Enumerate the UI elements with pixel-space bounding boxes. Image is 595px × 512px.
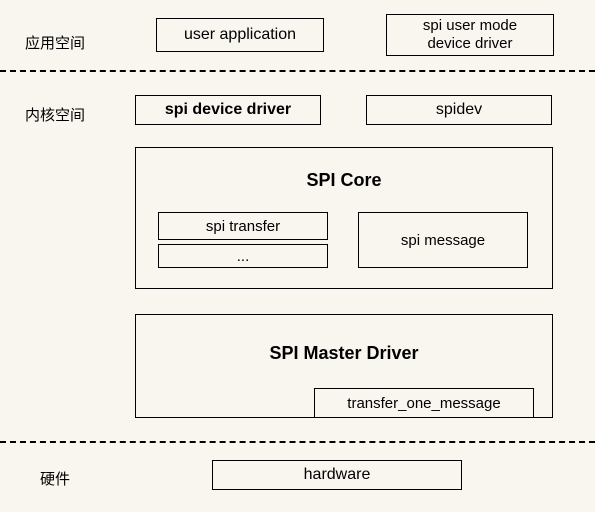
hardware-text: hardware (304, 465, 371, 484)
user-application-text: user application (184, 25, 296, 44)
spi-device-driver-text: spi device driver (165, 100, 291, 119)
spi-transfer-text: spi transfer (206, 218, 280, 235)
spi-core-title-text: SPI Core (306, 170, 381, 190)
hardware-box: hardware (212, 460, 462, 490)
spi-device-driver-box: spi device driver (135, 95, 321, 125)
user-space-label: 应用空间 (25, 32, 85, 53)
ellipsis-box: ... (158, 244, 328, 268)
kernel-space-label: 内核空间 (25, 104, 85, 125)
spi-master-title: SPI Master Driver (136, 343, 552, 365)
user-space-text: 应用空间 (25, 35, 85, 52)
kernel-space-text: 内核空间 (25, 107, 85, 124)
spi-core-title: SPI Core (136, 170, 552, 192)
ellipsis-text: ... (237, 248, 250, 265)
spidev-box: spidev (366, 95, 552, 125)
divider-line-1 (0, 70, 595, 72)
spi-message-box: spi message (358, 212, 528, 268)
spi-master-title-text: SPI Master Driver (269, 343, 418, 363)
spi-transfer-box: spi transfer (158, 212, 328, 240)
hardware-label-text: 硬件 (40, 471, 70, 488)
spidev-text: spidev (436, 100, 482, 119)
user-mode-driver-box: spi user mode device driver (386, 14, 554, 56)
transfer-one-message-box: transfer_one_message (314, 388, 534, 418)
user-application-box: user application (156, 18, 324, 52)
hardware-label: 硬件 (40, 468, 70, 489)
user-mode-driver-text: spi user mode device driver (423, 17, 517, 53)
transfer-one-message-text: transfer_one_message (347, 395, 500, 412)
divider-line-2 (0, 441, 595, 443)
spi-message-text: spi message (401, 232, 485, 249)
